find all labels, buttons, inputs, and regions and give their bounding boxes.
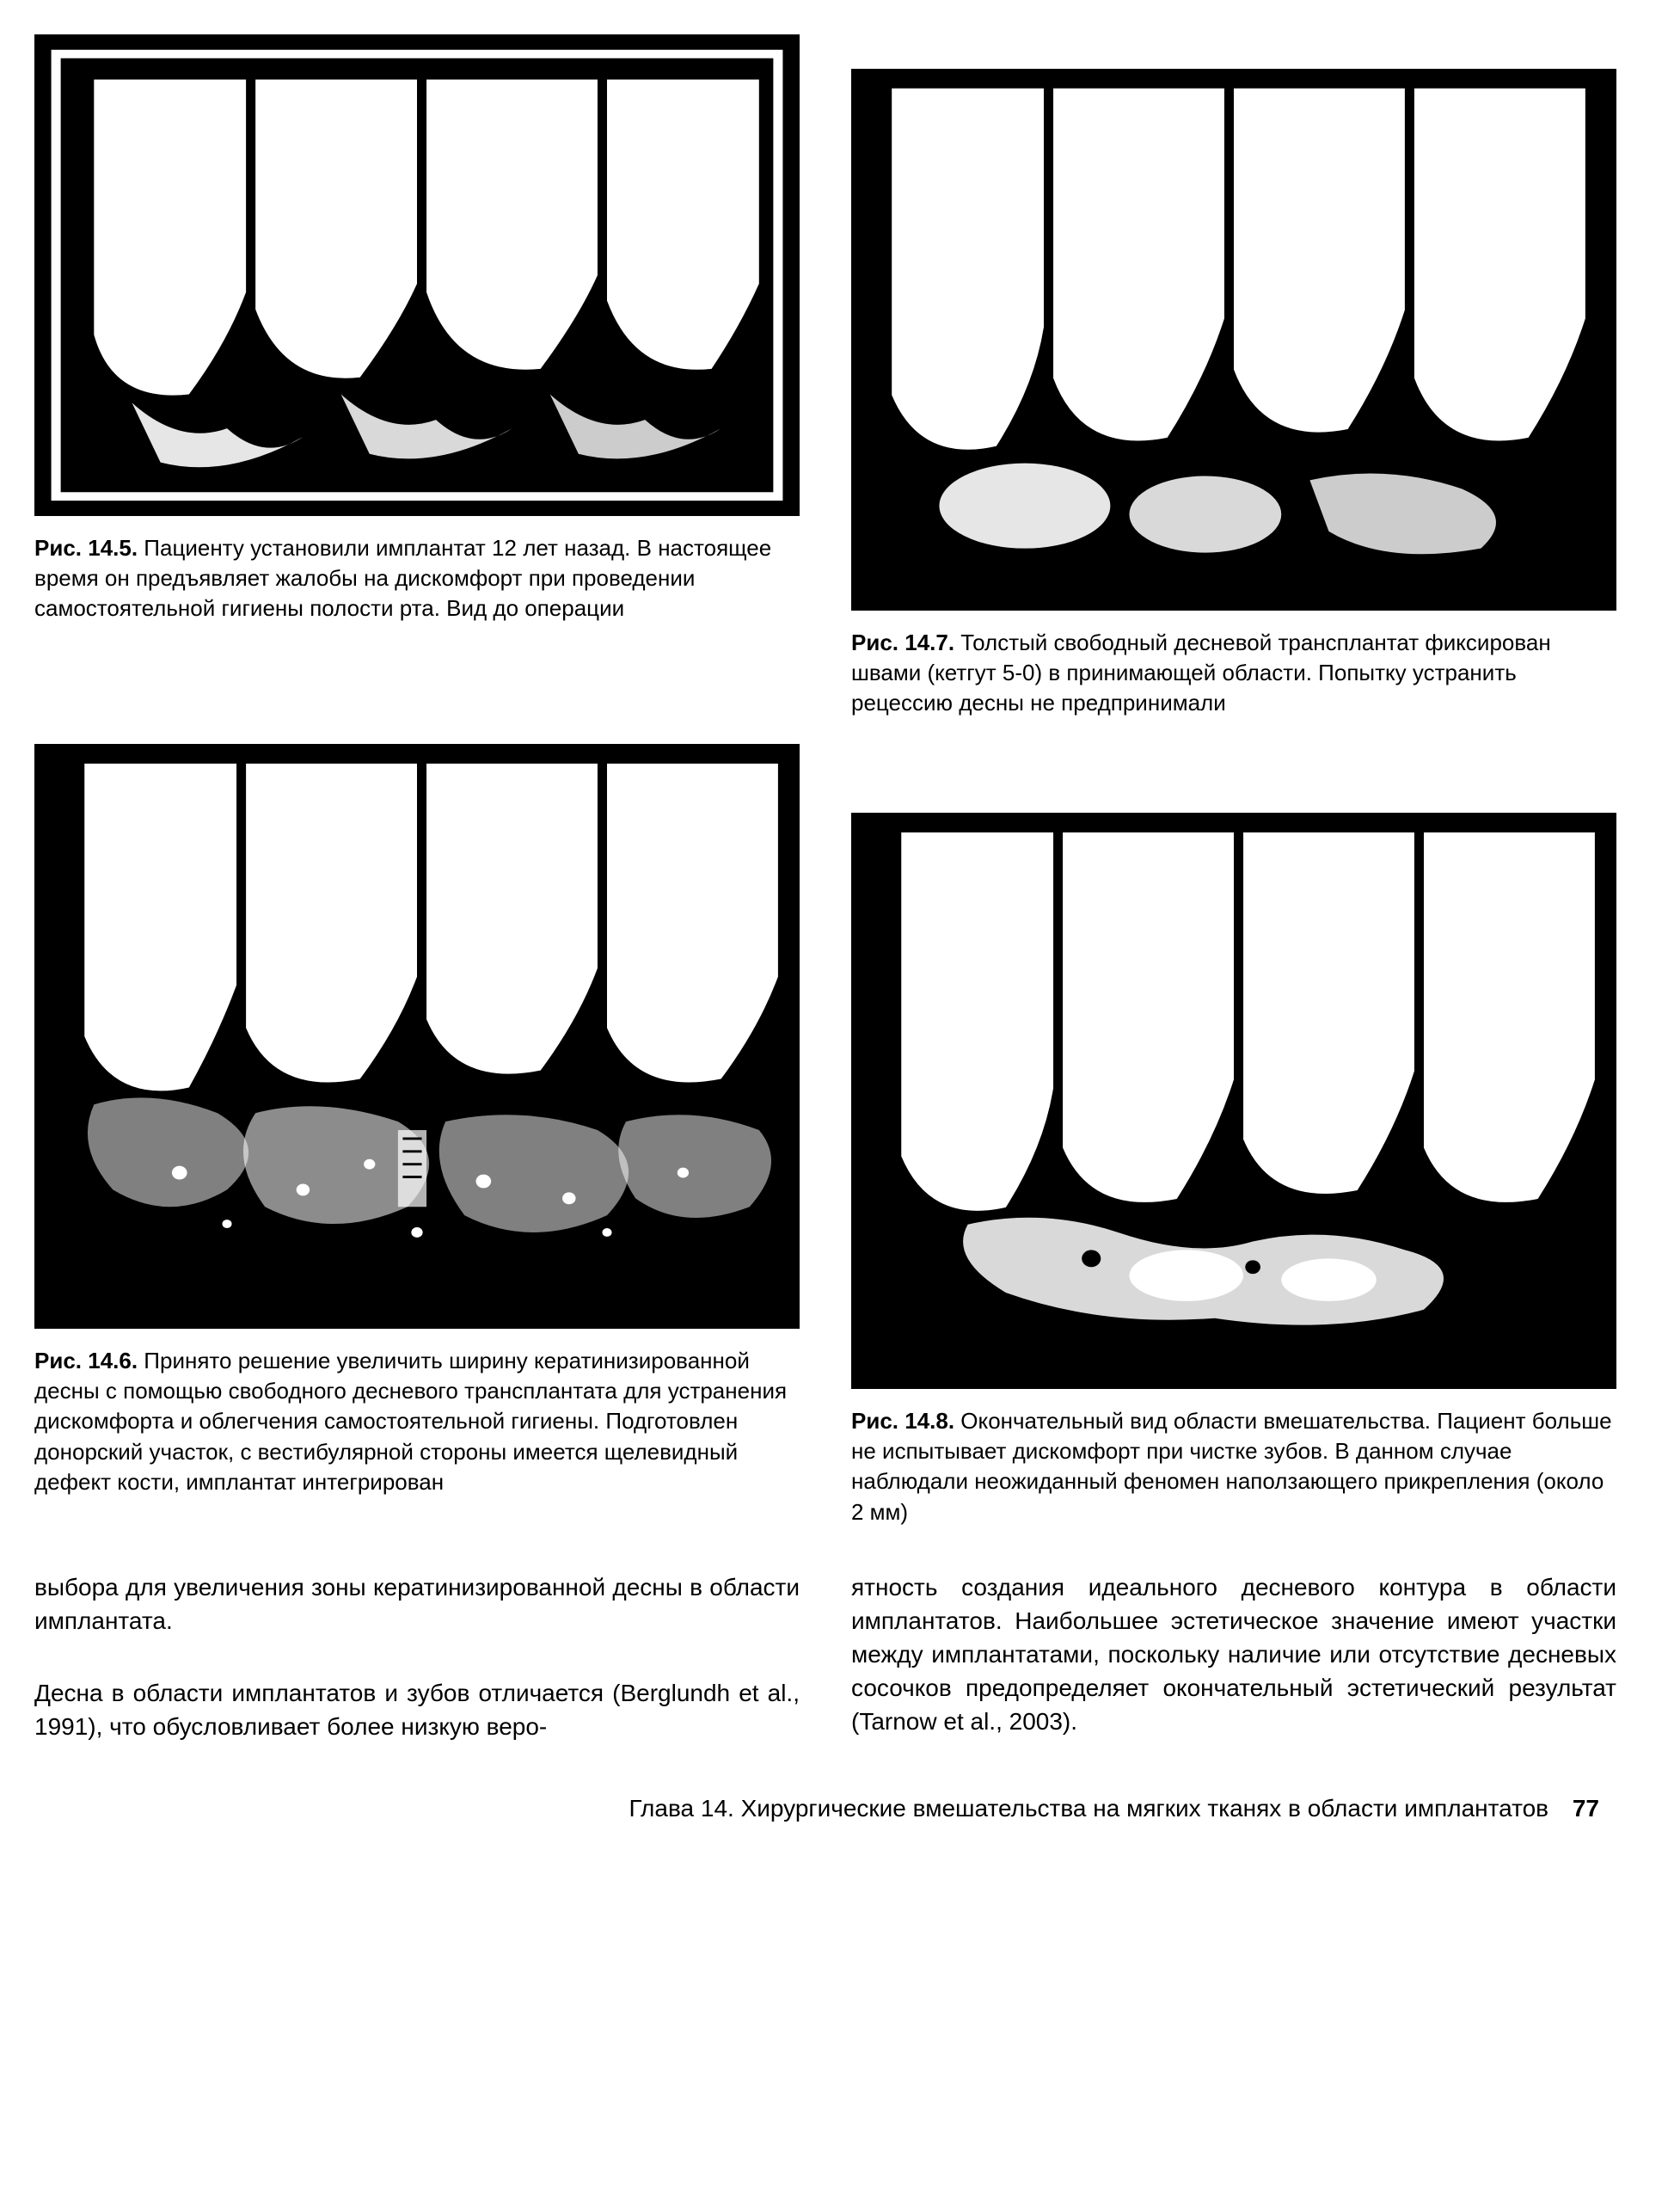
body-paragraph: выбора для увеличения зоны кератинизиров… bbox=[34, 1570, 800, 1637]
figure-14-7-caption: Рис. 14.7. Толстый свободный десневой тр… bbox=[851, 628, 1616, 718]
figure-caption-text: Окончательный вид области вмешательства.… bbox=[851, 1408, 1612, 1524]
footer-page-number: 77 bbox=[1573, 1795, 1599, 1822]
figure-14-5: Рис. 14.5. Пациенту установили имплантат… bbox=[34, 34, 800, 718]
figure-caption-text: Толстый свободный десневой трансплантат … bbox=[851, 630, 1551, 716]
figure-14-7-image bbox=[851, 69, 1616, 611]
figure-14-5-caption: Рис. 14.5. Пациенту установили имплантат… bbox=[34, 533, 800, 624]
figure-14-7: Рис. 14.7. Толстый свободный десневой тр… bbox=[851, 34, 1616, 718]
figure-label: Рис. 14.7. bbox=[851, 630, 954, 655]
figure-14-8: Рис. 14.8. Окончательный вид области вме… bbox=[851, 744, 1616, 1527]
figure-caption-text: Принято решение увеличить ширину кератин… bbox=[34, 1348, 787, 1494]
body-paragraph: ятность создания идеального десневого ко… bbox=[851, 1570, 1616, 1739]
page-footer: Глава 14. Хирургические вмешательства на… bbox=[34, 1795, 1616, 1822]
figure-label: Рис. 14.5. bbox=[34, 535, 138, 561]
figure-14-8-caption: Рис. 14.8. Окончательный вид области вме… bbox=[851, 1406, 1616, 1527]
left-column-text: выбора для увеличения зоны кератинизиров… bbox=[34, 1553, 800, 1744]
figure-label: Рис. 14.8. bbox=[851, 1408, 954, 1434]
figure-14-6-caption: Рис. 14.6. Принято решение увеличить шир… bbox=[34, 1346, 800, 1496]
right-column-text: ятность создания идеального десневого ко… bbox=[851, 1553, 1616, 1744]
figure-14-5-image bbox=[34, 34, 800, 516]
figure-label: Рис. 14.6. bbox=[34, 1348, 138, 1373]
figure-14-6-image bbox=[34, 744, 800, 1329]
figure-14-8-image bbox=[851, 813, 1616, 1389]
figure-caption-text: Пациенту установили имплантат 12 лет наз… bbox=[34, 535, 771, 621]
footer-chapter: Глава 14. Хирургические вмешательства на… bbox=[629, 1795, 1548, 1822]
body-paragraph: Десна в области имплантатов и зубов отли… bbox=[34, 1676, 800, 1743]
figure-14-6: Рис. 14.6. Принято решение увеличить шир… bbox=[34, 744, 800, 1527]
page-grid: Рис. 14.5. Пациенту установили имплантат… bbox=[34, 34, 1616, 1743]
